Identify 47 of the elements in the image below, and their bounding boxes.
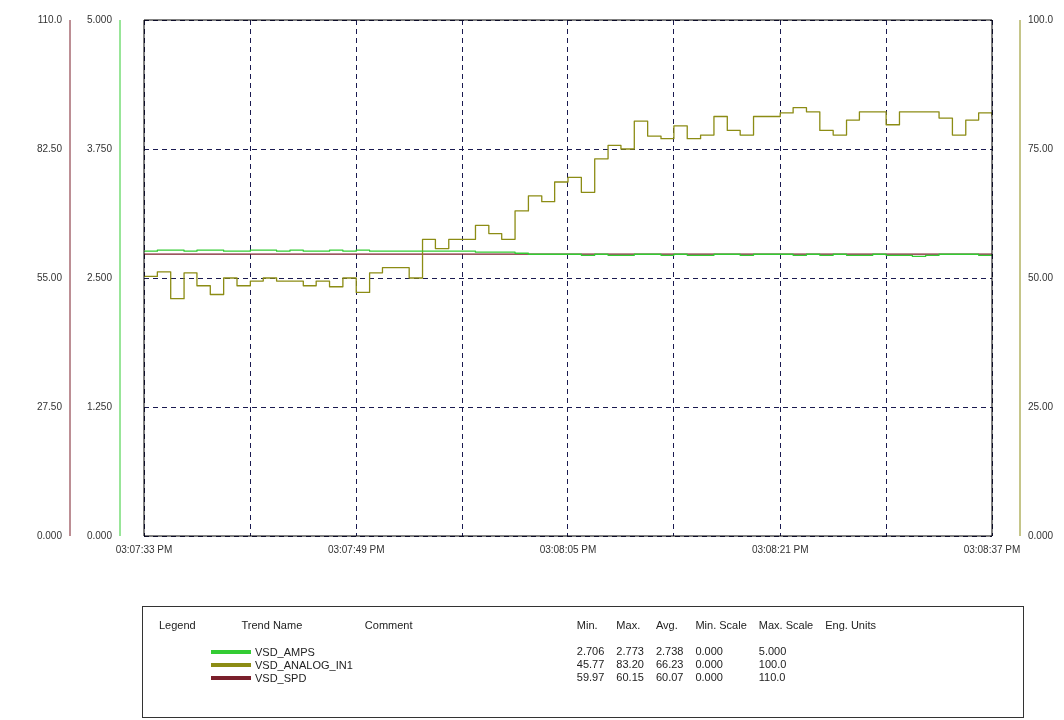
y-tick-label: 0.000	[86, 529, 113, 541]
text: Max.	[615, 619, 642, 633]
y-tick-label: 3.750	[86, 142, 113, 154]
text: 2.773	[615, 645, 645, 659]
y2-tick-label: 0.000	[1028, 529, 1054, 541]
text: 83.20	[615, 658, 645, 672]
x-tick-label: 03:08:37 PM	[963, 543, 1021, 555]
text: Avg.	[654, 619, 679, 633]
text: Legend	[158, 619, 197, 633]
text: 2.706	[575, 645, 606, 659]
text: 60.15	[615, 671, 645, 685]
y-tick-label: 5.000	[86, 13, 113, 25]
text: Eng. Units	[824, 619, 877, 633]
x-tick-label: 03:07:33 PM	[115, 543, 173, 555]
y3-tick-label: 82.50	[36, 142, 63, 154]
x-tick-label: 03:07:49 PM	[327, 543, 385, 555]
x-tick-label: 03:08:05 PM	[539, 543, 597, 555]
text: 59.97	[575, 671, 606, 685]
y-tick-label: 2.500	[86, 271, 113, 283]
y2-tick-label: 75.00	[1028, 142, 1054, 154]
text: 60.07	[654, 671, 685, 685]
y2-tick-label: 100.0	[1028, 13, 1054, 25]
legend-label: VSD_SPD	[255, 672, 307, 685]
y2-tick-label: 50.00	[1028, 271, 1054, 283]
y3-tick-label: 110.0	[37, 13, 63, 25]
text: 66.23	[654, 658, 685, 672]
y3-tick-label: 27.50	[36, 400, 63, 412]
y3-tick-label: 0.000	[36, 529, 63, 541]
x-tick-label: 03:08:21 PM	[751, 543, 809, 555]
text: 0.000	[694, 671, 724, 685]
text: 0.000	[694, 645, 724, 659]
text: Min.	[575, 619, 599, 633]
text: Min. Scale	[694, 619, 748, 633]
text: Comment	[363, 619, 414, 633]
text: 45.77	[575, 658, 606, 672]
text: 5.000	[757, 645, 788, 659]
text: 2.738	[654, 645, 685, 659]
text: Trend Name	[240, 619, 304, 633]
y2-tick-label: 25.00	[1028, 400, 1054, 412]
y-tick-label: 1.250	[86, 400, 113, 412]
legend-label: VSD_ANALOG_IN1	[255, 659, 353, 672]
text: 0.000	[694, 658, 724, 672]
text: 100.0	[757, 658, 788, 672]
text: 110.0	[757, 671, 787, 685]
text: Max. Scale	[757, 619, 815, 633]
y3-tick-label: 55.00	[36, 271, 63, 283]
legend-label: VSD_AMPS	[255, 646, 315, 659]
